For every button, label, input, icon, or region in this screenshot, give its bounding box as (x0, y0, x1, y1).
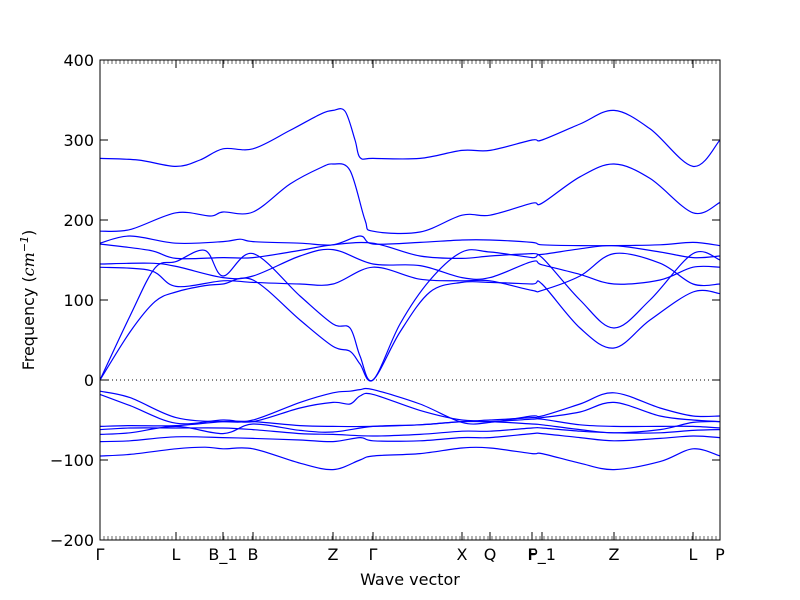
y-tick-label: 400 (63, 51, 94, 70)
band-line-1 (99, 108, 721, 168)
plot-background (100, 60, 720, 540)
x-tick-label: P_1 (528, 545, 556, 565)
x-axis-ticks: Γ L B_1 B Z Γ X Q FP_1 Z L P (96, 60, 725, 565)
x-axis-minor-ticks (99, 60, 721, 540)
y-tick-label: 300 (63, 131, 94, 150)
band-line-13 (99, 427, 721, 437)
x-tick-label: L (689, 545, 698, 564)
x-tick-label: L (172, 545, 181, 564)
band-line-14 (99, 432, 721, 443)
band-line-10 (99, 392, 721, 425)
band-line-8 (99, 277, 721, 382)
y-tick-label: −100 (50, 451, 94, 470)
y-axis-label-exponent: −1 (18, 236, 31, 252)
band-line-4 (99, 241, 721, 260)
x-tick-label: X (457, 545, 468, 564)
band-curves (99, 108, 721, 471)
x-tick-label: Γ (96, 545, 105, 564)
y-axis-label-close: ) (19, 230, 38, 236)
y-tick-label: 200 (63, 211, 94, 230)
y-axis-ticks: −200 −100 0 100 200 300 400 (50, 51, 720, 550)
x-tick-label: P (715, 545, 725, 564)
y-axis-label: Frequency (cm−1) (18, 230, 39, 371)
y-tick-label: 100 (63, 291, 94, 310)
x-tick-label: Γ (369, 545, 378, 564)
y-axis-label-text: Frequency ( (19, 276, 38, 370)
y-tick-label: 0 (84, 371, 94, 390)
band-line-2 (99, 163, 721, 235)
plot-frame (99, 59, 721, 541)
x-tick-label: F (527, 545, 536, 564)
x-tick-label: Z (609, 545, 620, 564)
x-axis-label: Wave vector (360, 570, 460, 589)
x-tick-label: Q (484, 545, 497, 564)
x-tick-label: Z (328, 545, 339, 564)
band-line-15 (99, 446, 721, 471)
band-line-6 (99, 252, 721, 293)
x-tick-label: B_1 (208, 545, 237, 565)
y-tick-label: −200 (50, 531, 94, 550)
y-axis-label-unit: cm (19, 252, 38, 276)
x-tick-label: B (248, 545, 259, 564)
band-line-5 (99, 248, 721, 285)
